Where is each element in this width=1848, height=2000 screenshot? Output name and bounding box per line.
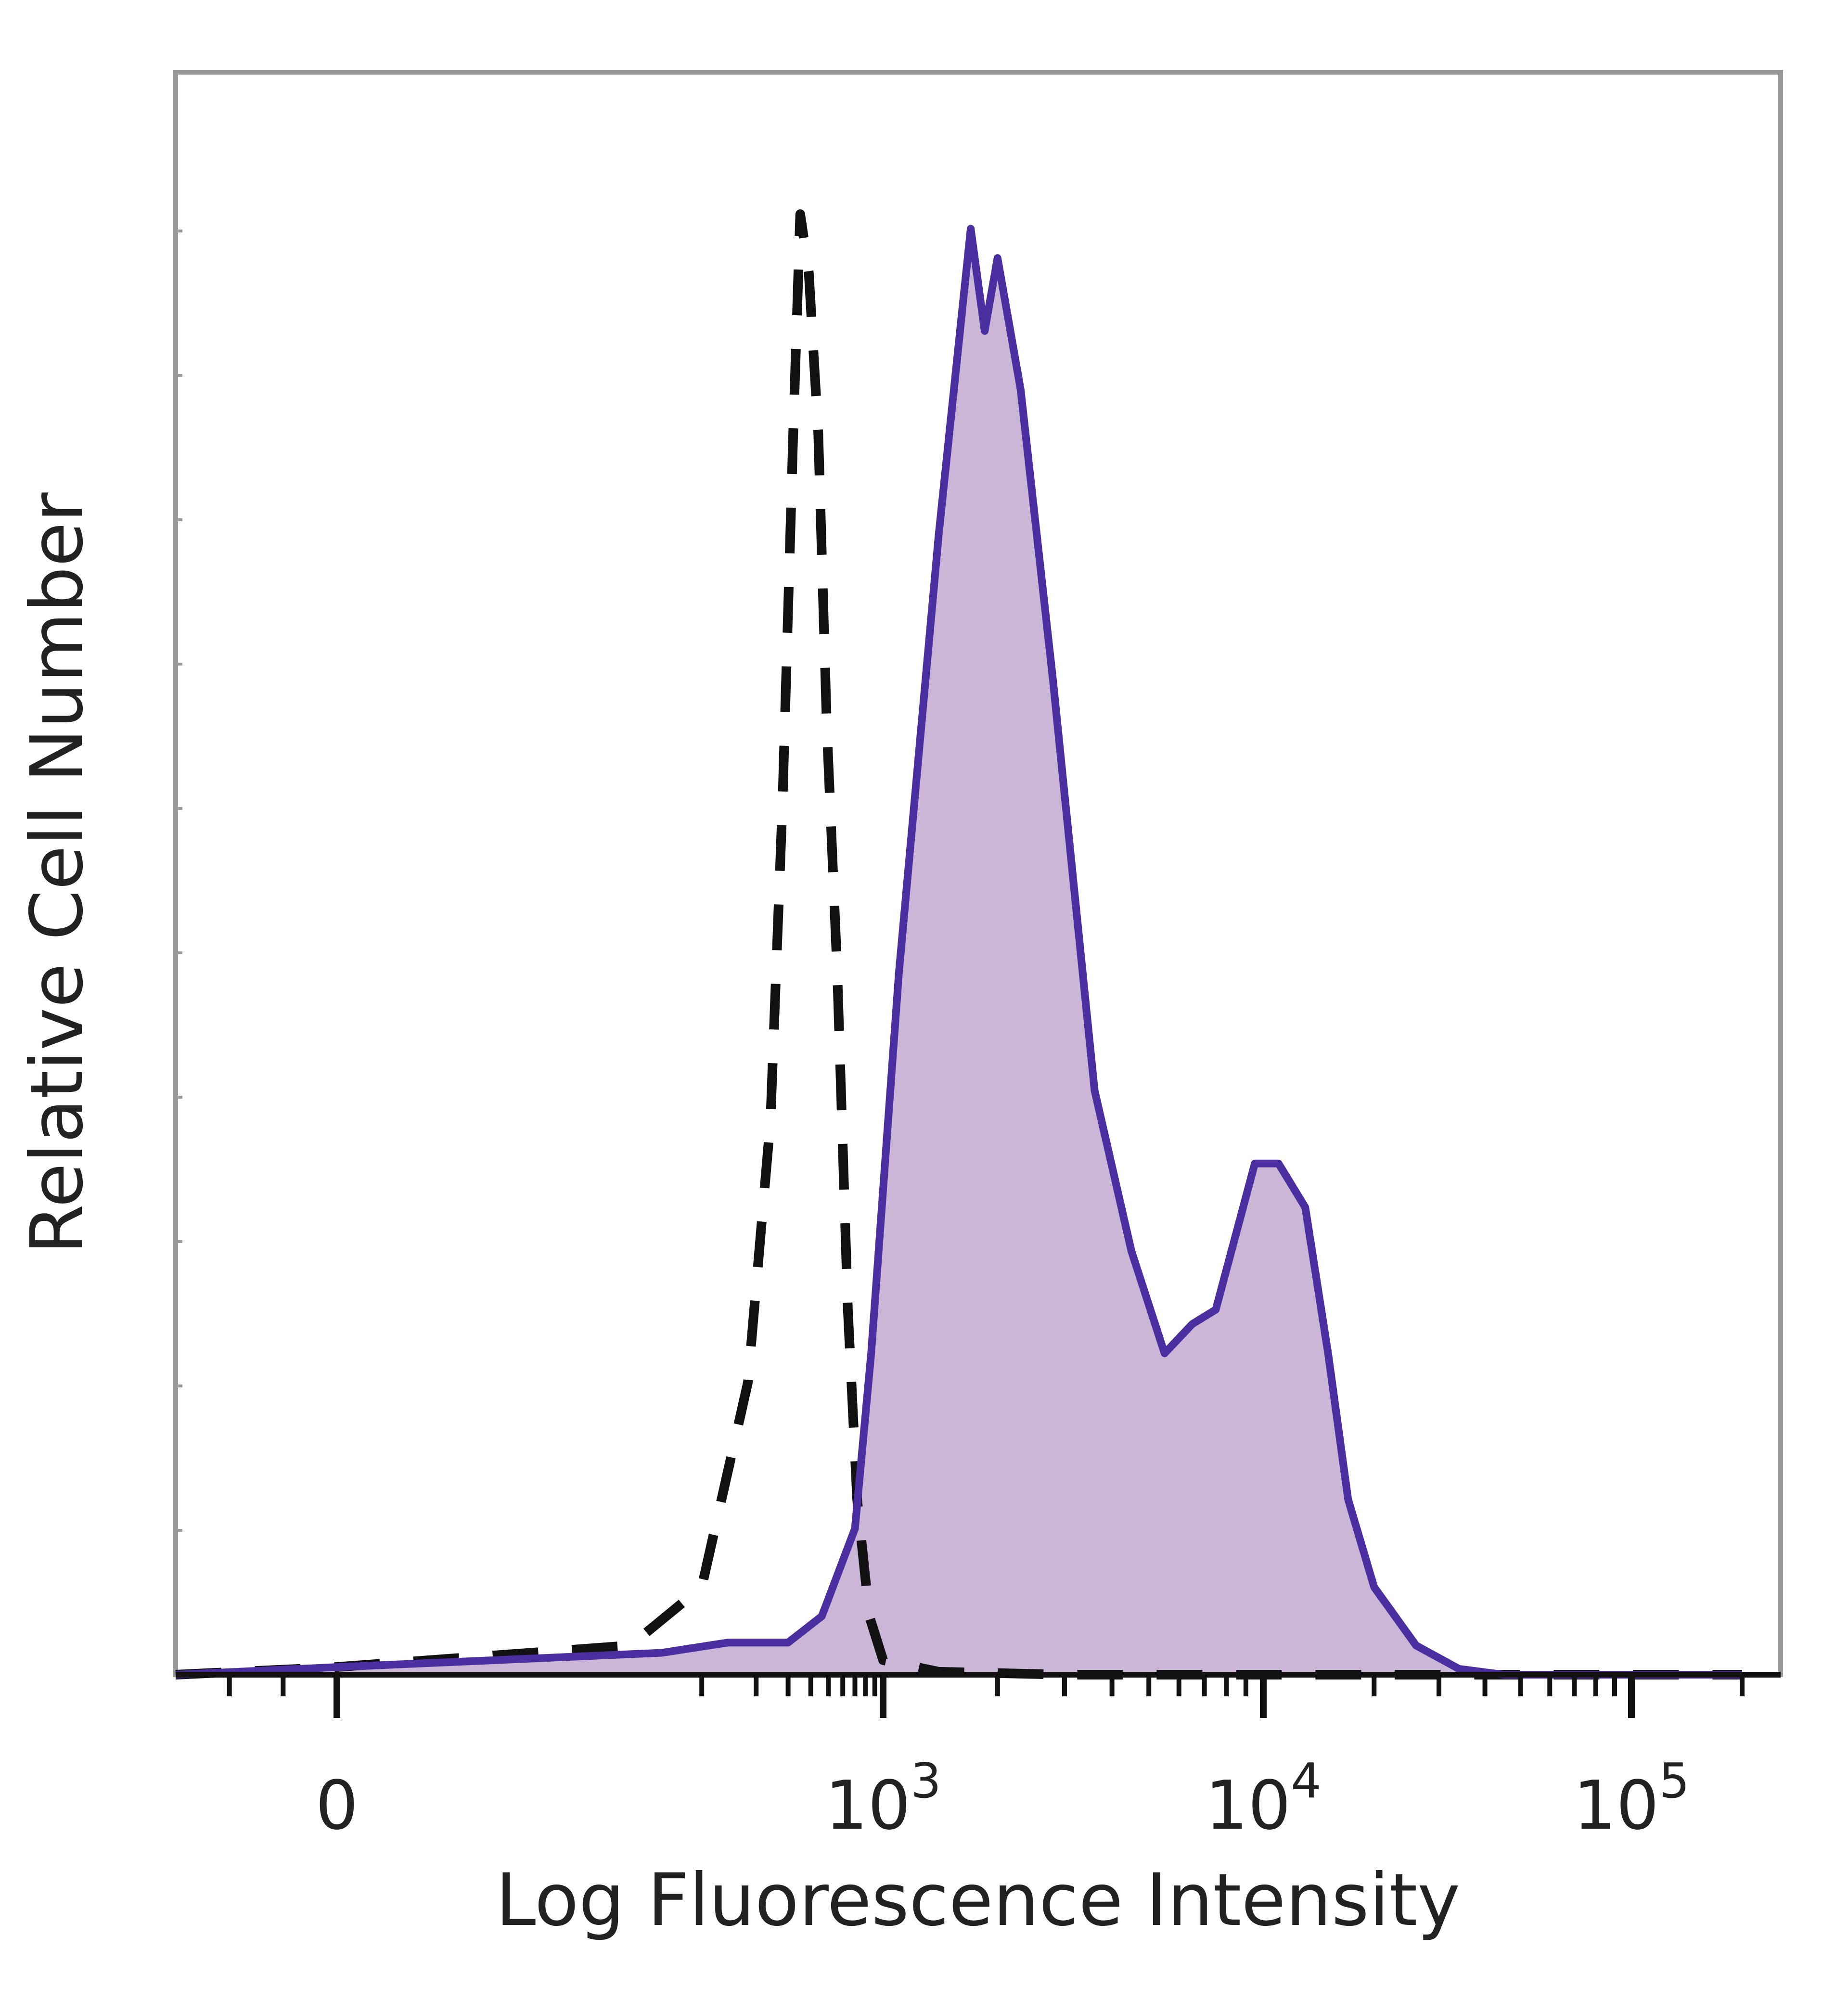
series-1-line	[175, 209, 1742, 1679]
x-tick-label: 105	[1573, 1753, 1690, 1845]
x-tick-label: 104	[1205, 1753, 1322, 1845]
x-axis-title: Log Fluorescence Intensity	[496, 1859, 1460, 1942]
series-layer	[175, 209, 1742, 1679]
y-axis-title: Relative Cell Number	[15, 492, 99, 1255]
series-2-fill	[176, 229, 1742, 1675]
series-2-line	[175, 225, 1742, 1679]
x-tick-label: 103	[825, 1753, 941, 1845]
y-axis-ticks	[176, 230, 182, 1532]
x-tick-label: 0	[315, 1767, 358, 1845]
x-axis-ticks: 0 103 104 105	[227, 1675, 1745, 1845]
